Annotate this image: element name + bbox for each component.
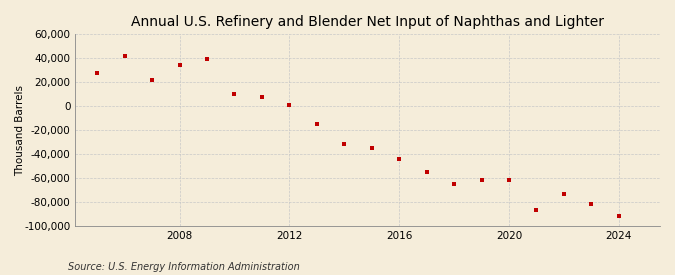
Point: [504, 178, 514, 183]
Point: [256, 94, 267, 99]
Point: [586, 202, 597, 207]
Point: [531, 208, 542, 213]
Point: [558, 191, 569, 196]
Y-axis label: Thousand Barrels: Thousand Barrels: [15, 85, 25, 176]
Point: [202, 57, 213, 62]
Point: [394, 157, 404, 161]
Point: [614, 214, 624, 219]
Point: [421, 170, 432, 174]
Point: [367, 146, 377, 150]
Point: [174, 63, 185, 68]
Point: [476, 178, 487, 183]
Point: [119, 54, 130, 58]
Point: [339, 142, 350, 147]
Point: [92, 70, 103, 75]
Point: [229, 92, 240, 97]
Point: [311, 122, 322, 126]
Point: [146, 78, 157, 82]
Text: Source: U.S. Energy Information Administration: Source: U.S. Energy Information Administ…: [68, 262, 299, 272]
Title: Annual U.S. Refinery and Blender Net Input of Naphthas and Lighter: Annual U.S. Refinery and Blender Net Inp…: [131, 15, 604, 29]
Point: [284, 103, 295, 107]
Point: [449, 182, 460, 186]
